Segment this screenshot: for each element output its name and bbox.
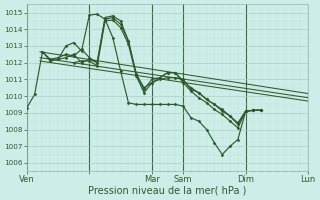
X-axis label: Pression niveau de la mer( hPa ): Pression niveau de la mer( hPa ) <box>88 186 247 196</box>
